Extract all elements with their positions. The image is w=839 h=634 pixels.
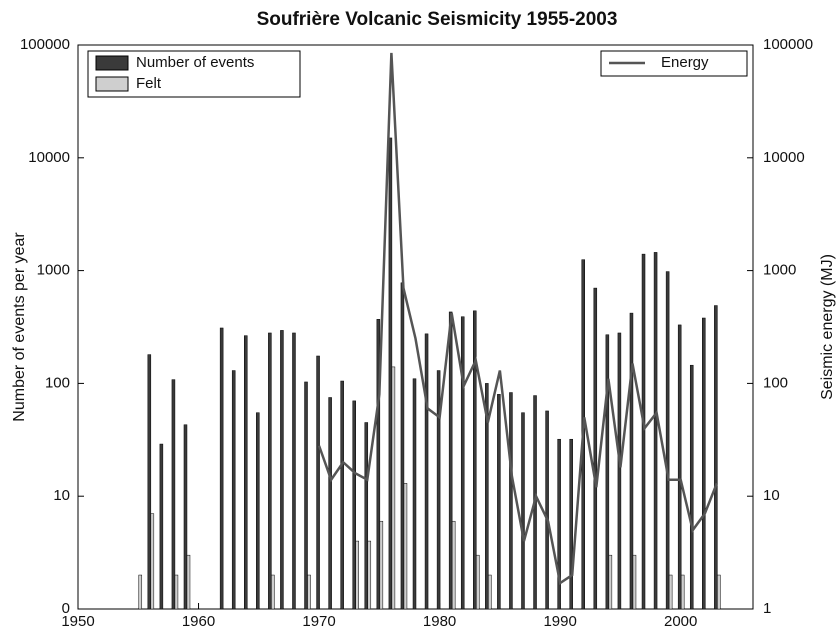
bar — [376, 319, 381, 610]
bar — [665, 271, 670, 610]
bar — [352, 400, 356, 610]
bar — [557, 438, 561, 610]
bar — [316, 355, 320, 610]
bar — [451, 520, 456, 610]
bar — [364, 422, 369, 610]
bar — [138, 574, 143, 610]
bar — [641, 253, 646, 610]
bar — [717, 574, 721, 610]
bar — [412, 378, 417, 610]
bar — [388, 137, 393, 610]
legend-label: Energy — [661, 54, 709, 71]
bar — [545, 410, 549, 610]
bar — [460, 316, 465, 610]
y2-tick-label: 100000 — [763, 36, 813, 53]
bar — [668, 574, 673, 610]
bar — [328, 397, 332, 610]
energy-line — [317, 52, 719, 586]
bar — [448, 311, 453, 610]
bar — [183, 424, 188, 610]
bar — [280, 330, 284, 610]
bar — [424, 333, 429, 610]
bar — [186, 554, 191, 610]
chart-title: Soufrière Volcanic Seismicity 1955-2003 — [257, 9, 618, 30]
y2-tick-label: 10 — [763, 487, 780, 504]
bar — [159, 443, 164, 610]
y-tick-label: 0 — [62, 600, 70, 617]
bar — [593, 287, 598, 610]
legend-label: Felt — [136, 75, 162, 92]
bar — [497, 394, 501, 610]
bar — [292, 332, 296, 610]
bar — [244, 335, 248, 610]
bar — [473, 310, 477, 610]
y-tick-label: 1000 — [37, 262, 70, 279]
bar — [174, 574, 179, 610]
legend-swatch — [95, 76, 129, 92]
bar — [171, 379, 176, 610]
y-tick-label: 100000 — [20, 36, 70, 53]
bar — [379, 520, 384, 610]
bar — [702, 317, 706, 610]
y2-tick-label: 10000 — [763, 149, 805, 166]
bar — [653, 252, 658, 610]
bar — [219, 327, 224, 610]
bar — [485, 383, 489, 610]
bar — [632, 554, 637, 610]
bar — [268, 332, 272, 610]
bar — [340, 380, 344, 610]
y-tick-label: 10 — [53, 487, 70, 504]
bar — [689, 364, 694, 610]
bar — [629, 312, 634, 610]
x-tick-label: 1950 — [61, 613, 94, 630]
y2-tick-label: 1 — [763, 600, 771, 617]
bar — [150, 513, 155, 610]
y-tick-label: 100 — [45, 374, 70, 391]
bar — [521, 412, 525, 610]
bar — [391, 366, 396, 610]
bar — [271, 574, 275, 610]
bar — [605, 334, 610, 610]
y2-tick-label: 1000 — [763, 262, 796, 279]
bar — [509, 392, 513, 610]
x-tick-label: 1960 — [182, 613, 215, 630]
y-tick-label: 10000 — [28, 149, 70, 166]
bar — [367, 540, 372, 610]
bar — [677, 324, 682, 610]
bar — [476, 554, 480, 610]
y-axis-label: Number of events per year — [11, 232, 28, 422]
legend-label: Number of events — [136, 54, 254, 71]
bar — [436, 370, 441, 610]
bar — [256, 412, 260, 610]
bar — [307, 574, 311, 610]
bar — [488, 574, 492, 610]
x-tick-label: 1970 — [302, 613, 335, 630]
bar — [231, 370, 236, 610]
y2-axis-label: Seismic energy (MJ) — [819, 254, 836, 400]
bar — [403, 483, 408, 610]
bar — [147, 354, 152, 610]
x-tick-label: 2000 — [664, 613, 697, 630]
bar — [680, 574, 685, 610]
bar — [617, 332, 622, 610]
y2-tick-label: 100 — [763, 374, 788, 391]
x-tick-label: 1990 — [543, 613, 576, 630]
x-tick-label: 1980 — [423, 613, 456, 630]
bar — [355, 540, 359, 610]
bar — [714, 305, 718, 610]
bar — [569, 438, 573, 610]
legend-swatch — [95, 55, 129, 71]
bar — [304, 381, 308, 610]
bar — [400, 282, 405, 610]
bar — [608, 554, 613, 610]
